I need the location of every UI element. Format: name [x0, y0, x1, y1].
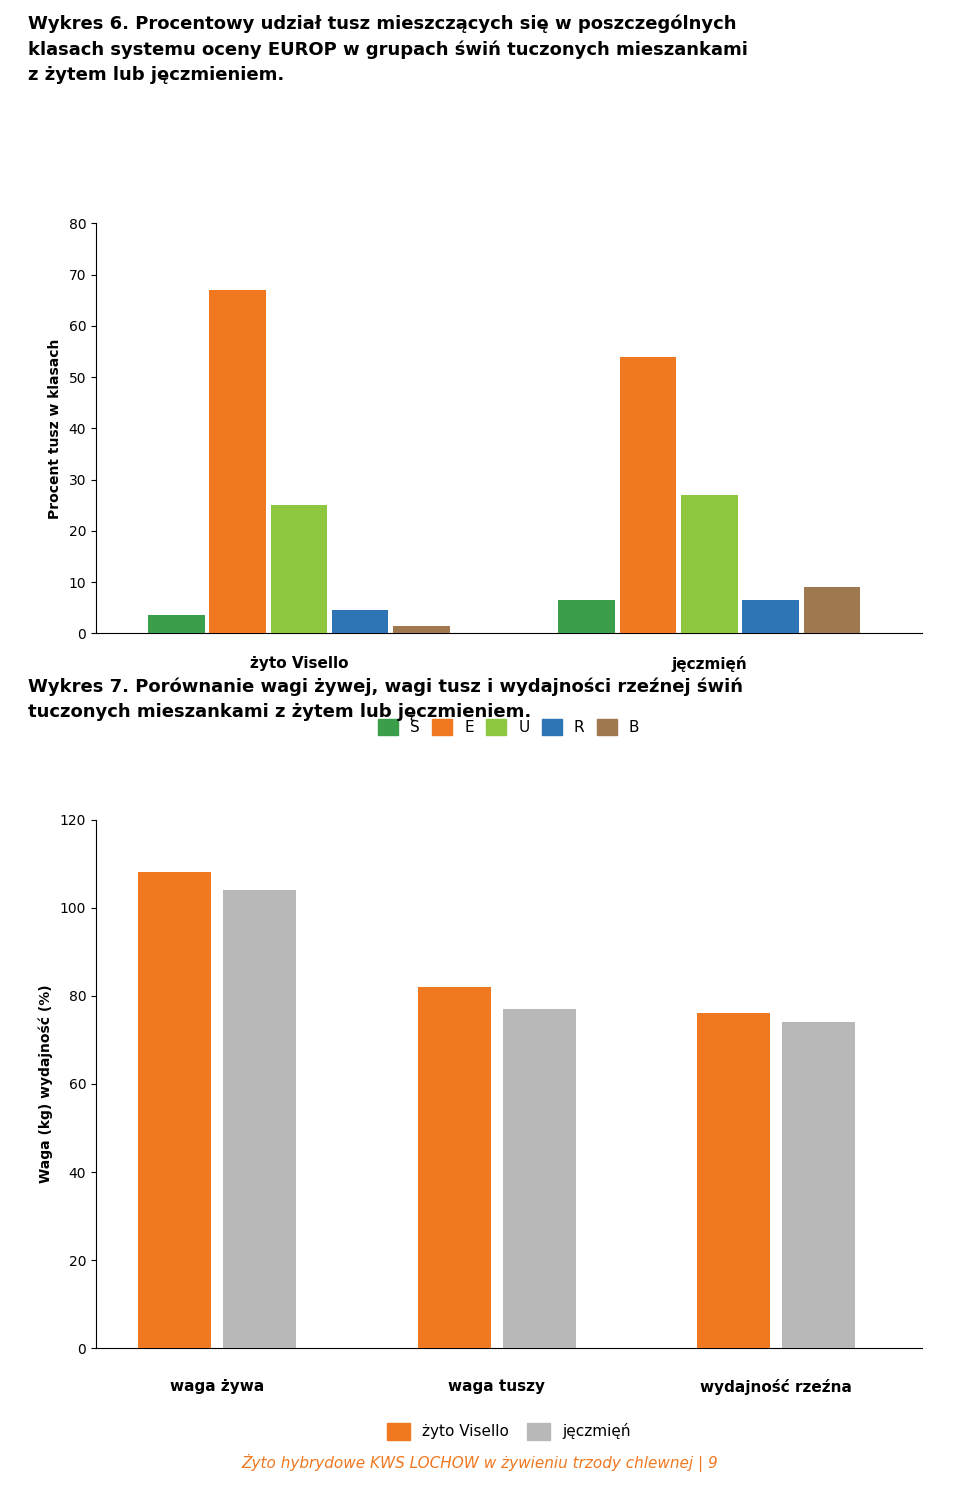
Bar [418, 986, 491, 1348]
Bar [559, 600, 615, 633]
Y-axis label: Waga (kg) wydajność (%): Waga (kg) wydajność (%) [38, 985, 53, 1183]
Bar [224, 890, 297, 1348]
Text: waga tuszy: waga tuszy [448, 1380, 545, 1395]
Bar [697, 1013, 770, 1348]
Legend: S, E, U, R, B: S, E, U, R, B [372, 712, 645, 742]
Text: jęczmięń: jęczmięń [671, 656, 747, 672]
Bar [503, 1009, 576, 1348]
Text: Żyto hybrydowe KWS LOCHOW w żywieniu trzody chlewnej | 9: Żyto hybrydowe KWS LOCHOW w żywieniu trz… [242, 1454, 718, 1472]
Bar [804, 587, 860, 633]
Bar [271, 505, 327, 633]
Text: waga żywa: waga żywa [170, 1380, 265, 1395]
Bar [148, 615, 204, 633]
Bar [332, 611, 389, 633]
Bar [619, 356, 676, 633]
Bar [138, 873, 211, 1348]
Bar [209, 291, 266, 633]
Legend: żyto Visello, jęczmięń: żyto Visello, jęczmięń [381, 1417, 636, 1445]
Bar [394, 626, 450, 633]
Text: żyto Visello: żyto Visello [250, 656, 348, 672]
Bar [742, 600, 799, 633]
Bar [782, 1022, 854, 1348]
Bar [681, 495, 737, 633]
Text: wydajność rzeźna: wydajność rzeźna [700, 1380, 852, 1395]
Text: Wykres 6. Procentowy udział tusz mieszczących się w poszczególnych
klasach syste: Wykres 6. Procentowy udział tusz mieszcz… [29, 15, 748, 83]
Text: Wykres 7. Porównanie wagi żywej, wagi tusz i wydajności rzeźnej świń
tuczonych m: Wykres 7. Porównanie wagi żywej, wagi tu… [29, 678, 743, 721]
Y-axis label: Procent tusz w klasach: Procent tusz w klasach [48, 338, 61, 519]
